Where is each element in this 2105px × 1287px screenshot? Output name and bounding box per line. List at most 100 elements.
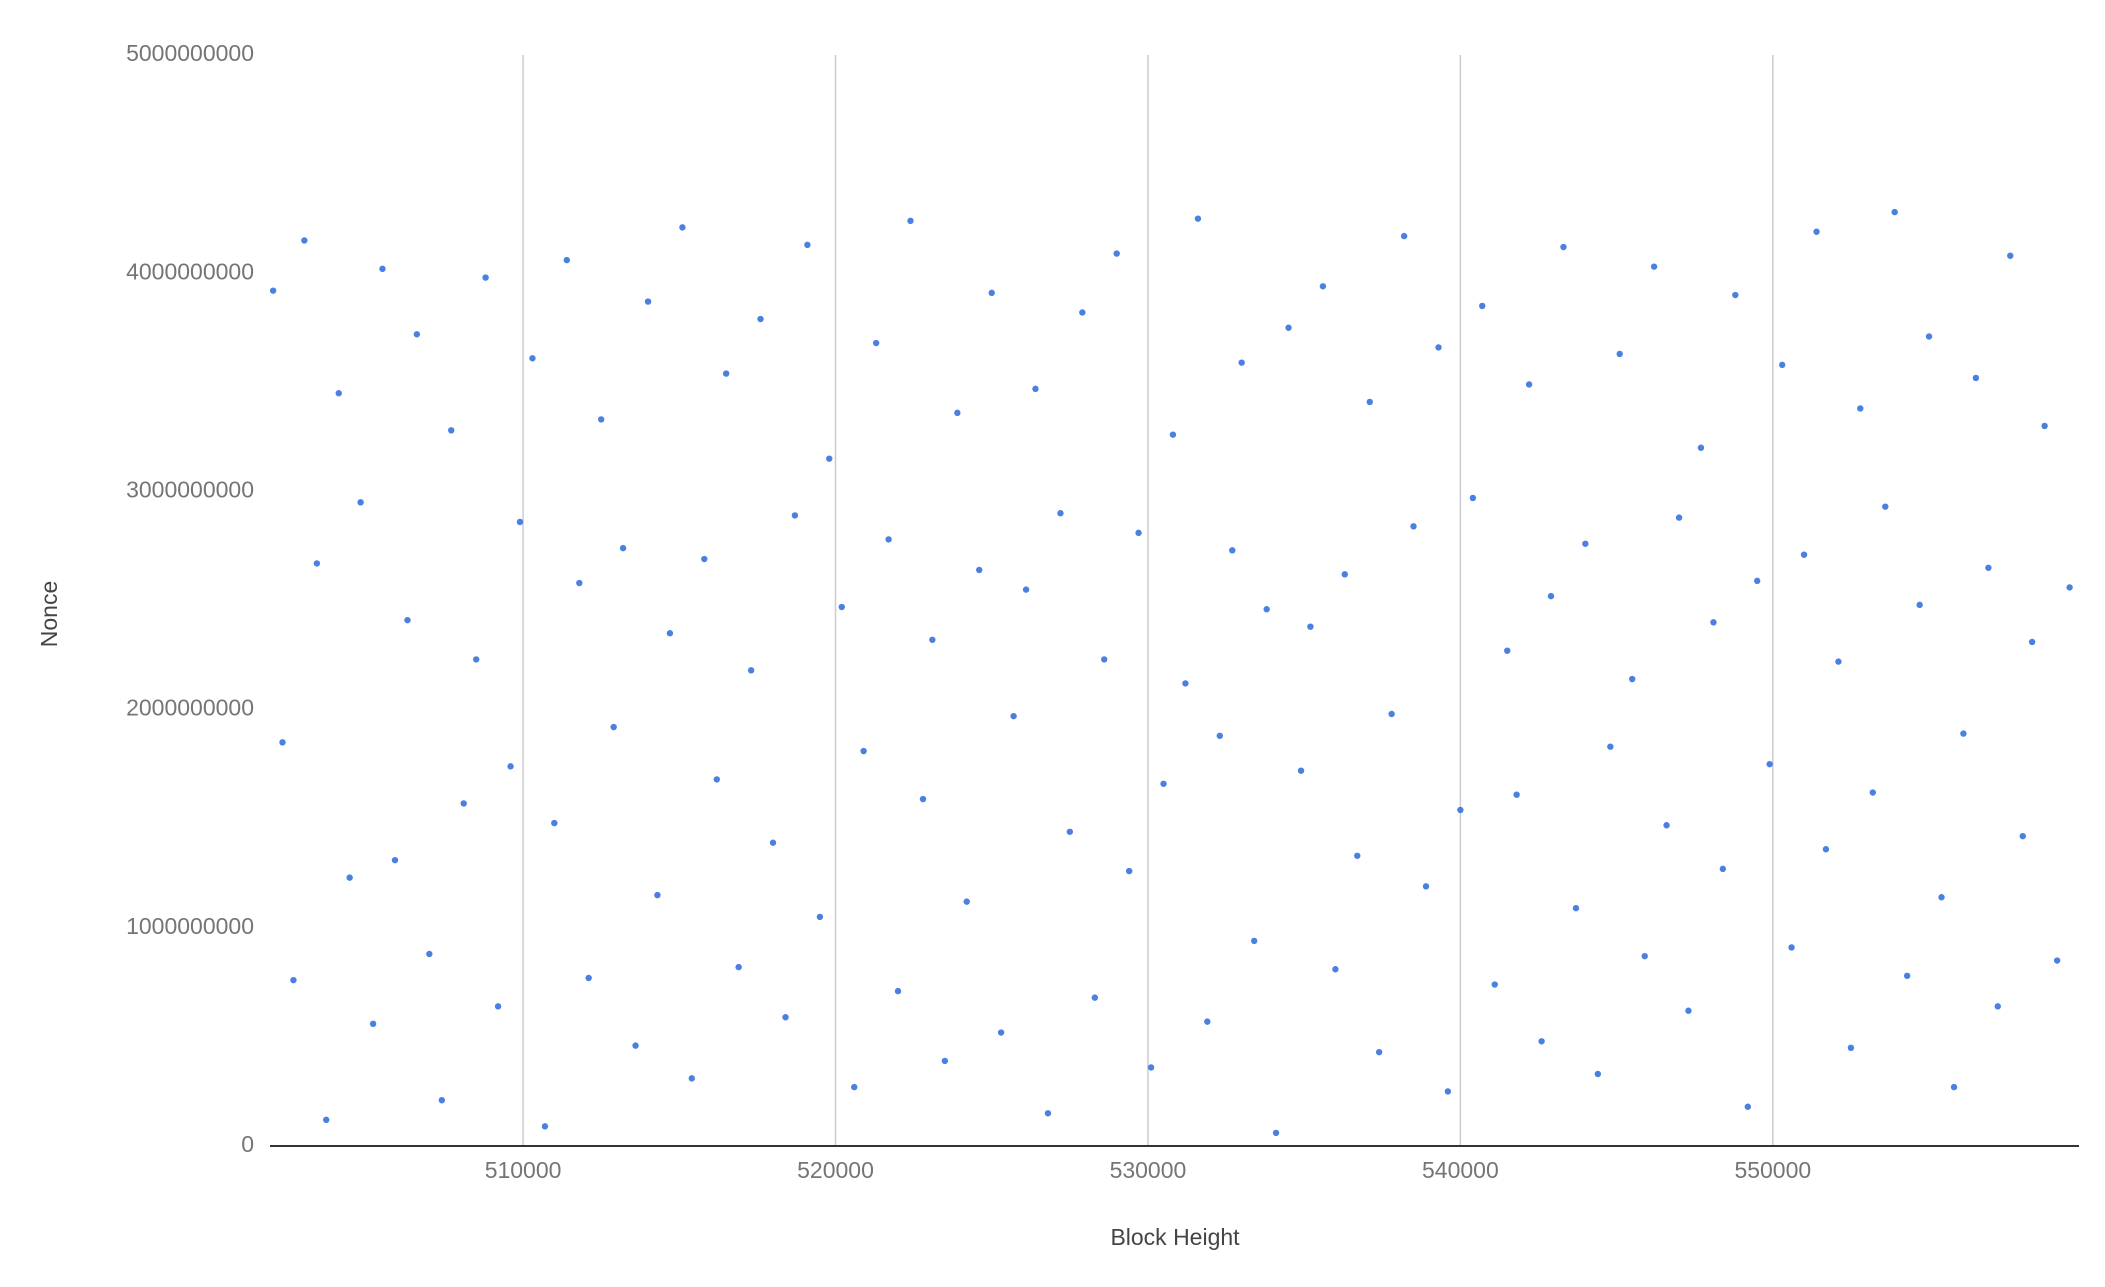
point	[1332, 966, 1339, 973]
point	[413, 331, 421, 338]
point	[357, 499, 364, 506]
point	[907, 217, 914, 225]
point	[735, 963, 742, 971]
point	[1903, 972, 1911, 980]
point	[301, 237, 308, 244]
point	[919, 795, 927, 803]
point	[1857, 405, 1864, 412]
point	[279, 739, 286, 746]
point	[679, 224, 686, 231]
point	[610, 723, 617, 731]
point	[426, 950, 433, 958]
point	[804, 241, 811, 249]
point	[1525, 381, 1533, 388]
point	[1250, 937, 1258, 945]
point	[1238, 359, 1245, 366]
point	[654, 891, 661, 899]
point	[529, 355, 536, 362]
point	[666, 630, 674, 637]
point	[1182, 680, 1189, 687]
point	[701, 555, 708, 563]
x-tick-label: 540000	[1422, 1157, 1499, 1183]
point	[1032, 385, 1039, 393]
point	[1022, 586, 1030, 593]
y-tick-label: 1000000000	[126, 913, 254, 939]
point	[369, 1020, 377, 1028]
point	[644, 298, 652, 305]
point	[1057, 510, 1064, 517]
x-tick-label: 510000	[485, 1157, 562, 1183]
point	[1272, 1129, 1280, 1137]
y-tick-label: 5000000000	[126, 40, 254, 66]
point	[826, 455, 833, 462]
point	[2066, 584, 2073, 591]
point	[1194, 215, 1202, 222]
point	[851, 1083, 858, 1091]
point	[1169, 431, 1177, 438]
point	[1985, 564, 1992, 571]
point	[1835, 658, 1842, 665]
point	[1869, 789, 1876, 796]
point	[619, 544, 627, 552]
point	[1788, 944, 1795, 951]
point	[404, 616, 411, 624]
point	[838, 603, 845, 611]
y-tick-label: 4000000000	[126, 258, 254, 284]
point	[1469, 494, 1477, 502]
point	[576, 579, 583, 587]
x-axis-title: Block Height	[1110, 1224, 1240, 1250]
point	[2053, 957, 2061, 964]
point	[1204, 1018, 1211, 1025]
point	[1629, 675, 1636, 683]
point	[1594, 1070, 1602, 1078]
point	[1663, 822, 1670, 829]
point	[1504, 647, 1511, 654]
x-tick-label: 520000	[797, 1157, 874, 1183]
point	[1297, 767, 1305, 774]
point	[1744, 1103, 1752, 1110]
y-axis-title: Nonce	[36, 581, 62, 647]
point	[1319, 283, 1327, 290]
point	[976, 566, 983, 574]
point	[1607, 743, 1614, 750]
point	[1950, 1083, 1958, 1091]
point	[1675, 514, 1683, 521]
point	[551, 819, 558, 827]
point	[482, 274, 489, 281]
point	[1994, 1003, 2001, 1010]
point	[1753, 577, 1761, 585]
point	[335, 390, 342, 397]
point	[1925, 333, 1933, 340]
point	[2007, 252, 2014, 259]
point	[2028, 638, 2036, 646]
point	[1341, 571, 1348, 578]
point	[323, 1116, 330, 1124]
point	[791, 512, 799, 519]
point	[516, 518, 524, 526]
point	[1457, 806, 1464, 814]
point	[438, 1096, 446, 1104]
point	[1091, 994, 1099, 1001]
point	[1307, 623, 1314, 630]
point	[1685, 1007, 1692, 1014]
point	[1582, 540, 1589, 547]
point	[1444, 1088, 1452, 1095]
point	[816, 913, 824, 921]
point	[1135, 529, 1142, 537]
y-tick-label: 0	[241, 1131, 254, 1157]
point	[1400, 232, 1408, 240]
point	[1113, 250, 1120, 257]
point	[391, 856, 399, 864]
point	[1513, 791, 1520, 798]
point	[747, 667, 755, 674]
point	[1560, 243, 1567, 251]
point	[1572, 904, 1580, 912]
point	[929, 636, 936, 643]
point	[2019, 832, 2026, 840]
point	[1719, 865, 1727, 873]
x-tick-label: 530000	[1110, 1157, 1187, 1183]
point	[1160, 780, 1167, 787]
point	[507, 763, 514, 770]
